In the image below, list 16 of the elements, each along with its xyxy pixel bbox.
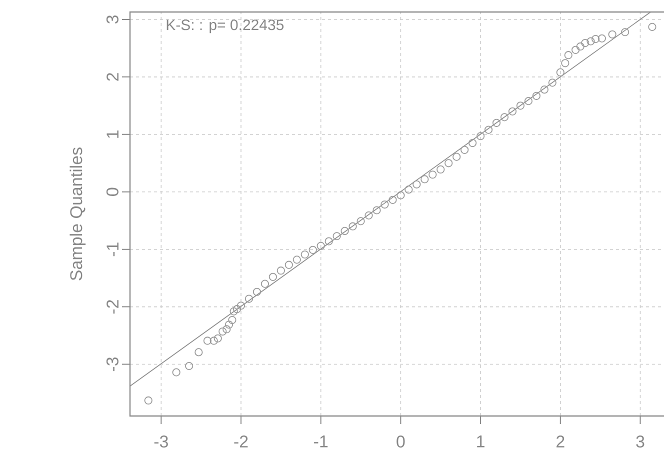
x-tick-label: 1 xyxy=(477,436,484,448)
y-tick-label: 0 xyxy=(106,188,118,196)
y-tick-label: -2 xyxy=(106,300,118,314)
y-tick-label: -1 xyxy=(106,242,118,256)
x-tick-label: 3 xyxy=(636,436,644,448)
y-tick-label: 3 xyxy=(106,15,118,24)
y-tick-label: -3 xyxy=(106,357,118,372)
annotation: K-S: : p= 0.22435 xyxy=(166,20,284,34)
x-tick-label: -3 xyxy=(154,436,168,448)
x-tick-label: -1 xyxy=(314,436,328,448)
y-tick-label: 2 xyxy=(106,73,118,81)
y-tick-label: 1 xyxy=(106,130,118,138)
y-axis-title: Sample Quantiles xyxy=(70,148,86,280)
x-tick-label: 2 xyxy=(556,436,564,448)
x-tick-label: 0 xyxy=(396,436,405,448)
x-tick-label: -2 xyxy=(234,436,248,448)
